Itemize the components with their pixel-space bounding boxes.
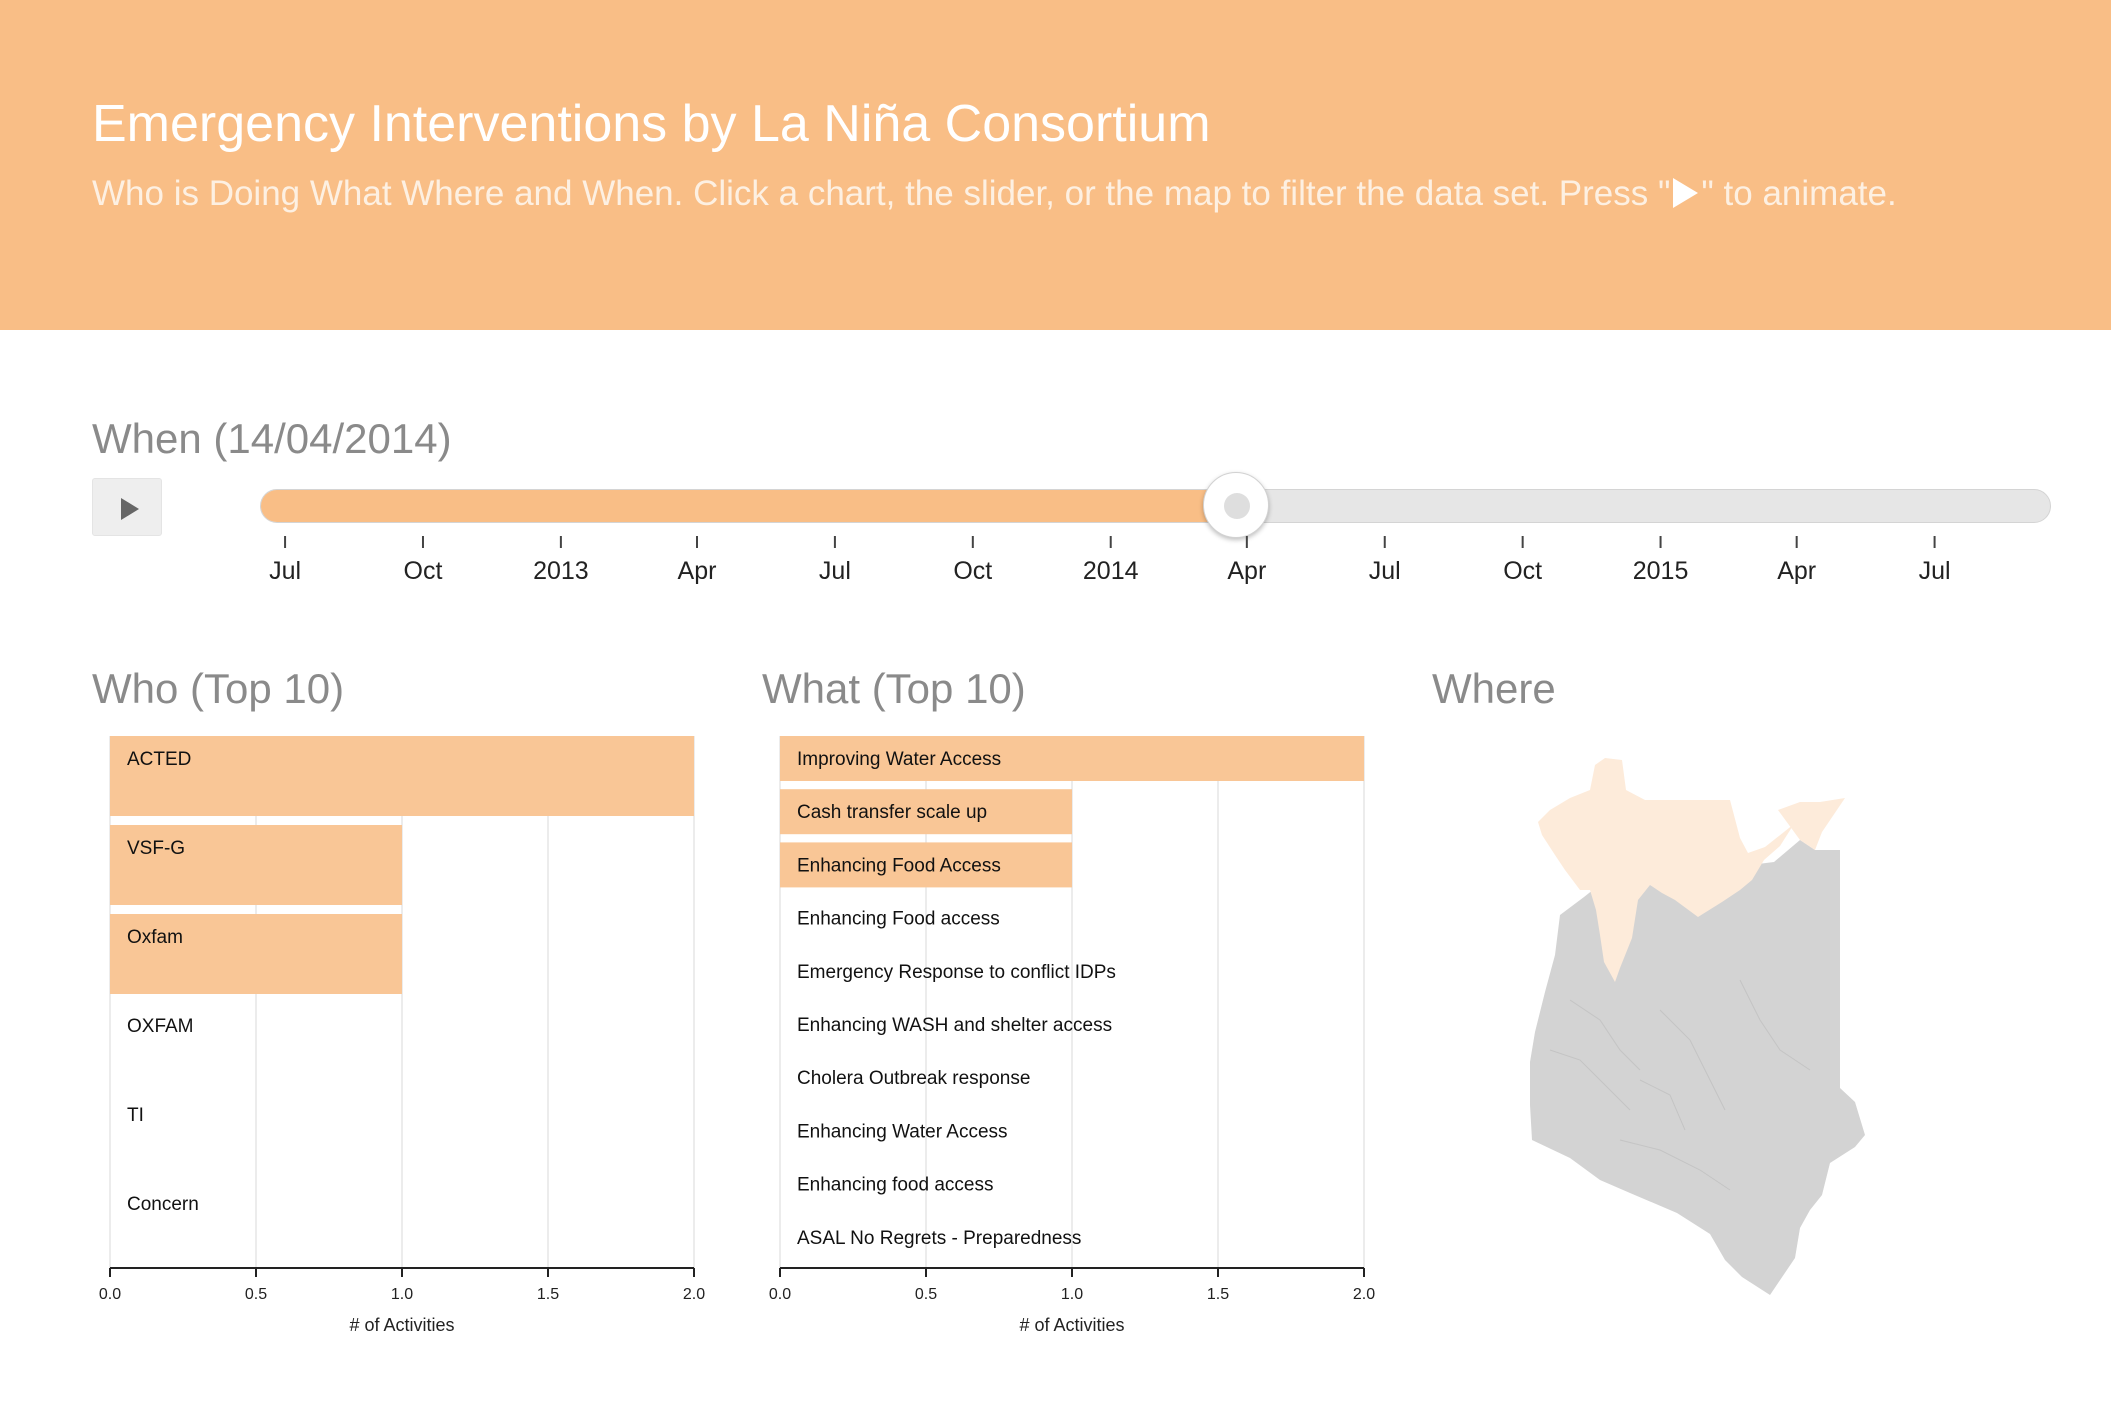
time-tick-label: Jul (819, 557, 851, 585)
what-bar-label: ASAL No Regrets - Preparedness (797, 1228, 1081, 1249)
map-county-borders (1549, 979, 1811, 1191)
who-bar-empty[interactable] (110, 1003, 694, 1083)
play-icon (1673, 178, 1699, 208)
who-x-tick-label: 1.0 (391, 1286, 413, 1303)
who-gridlines (109, 736, 695, 1268)
who-bar[interactable] (110, 914, 402, 994)
who-bar[interactable] (110, 825, 402, 905)
time-slider-handle[interactable] (1203, 472, 1270, 538)
what-bar-label: Enhancing WASH and shelter access (797, 1015, 1112, 1036)
what-chart: Improving Water Access Cash transfer scal… (769, 736, 1375, 1335)
what-bar-label: Cash transfer scale up (797, 802, 987, 823)
time-tick-label: Oct (1503, 557, 1542, 585)
time-slider-track[interactable] (260, 489, 2051, 523)
who-x-axis-label: # of Activities (349, 1315, 454, 1335)
time-slider-fill (261, 490, 1236, 522)
what-bar-label: Improving Water Access (797, 749, 1001, 770)
what-bar-label: Enhancing Food access (797, 909, 1000, 930)
who-bar-label: TI (127, 1105, 144, 1126)
time-tick-label: Jul (1369, 557, 1401, 585)
who-x-tick-label: 0.0 (99, 1286, 121, 1303)
who-bar-empty[interactable] (110, 1092, 694, 1172)
what-x-tick-label: 1.5 (1207, 1286, 1229, 1303)
who-title: Who (Top 10) (92, 665, 345, 712)
subtitle-text-after: " to animate. (1701, 174, 1897, 213)
subtitle-text-before: Who is Doing What Where and When. Click … (92, 174, 1671, 213)
page-subtitle: Who is Doing What Where and When. Click … (92, 174, 1897, 214)
who-x-tick-label: 0.5 (245, 1286, 267, 1303)
who-x-tick-label: 2.0 (683, 1286, 705, 1303)
what-x-axis-label: # of Activities (1019, 1315, 1124, 1335)
who-x-tick-label: 1.5 (537, 1286, 559, 1303)
slider-handle-dot (1224, 493, 1251, 519)
page-title: Emergency Interventions by La Niña Conso… (92, 95, 1211, 153)
time-tick-label: Jul (1919, 557, 1951, 585)
who-bar-label: VSF-G (127, 838, 185, 859)
what-x-tick-label: 1.0 (1061, 1286, 1083, 1303)
who-bar-label: Concern (127, 1194, 199, 1215)
who-bar-label: ACTED (127, 749, 191, 770)
where-title: Where (1432, 665, 1556, 712)
time-tick-label: 2014 (1083, 557, 1139, 585)
who-bar-label: OXFAM (127, 1016, 194, 1037)
map-region-turkana[interactable] (1538, 758, 1794, 982)
header-banner: Emergency Interventions by La Niña Conso… (0, 0, 2111, 330)
what-bar[interactable] (780, 736, 1364, 781)
what-title: What (Top 10) (762, 665, 1026, 712)
time-tick-label: Apr (1227, 557, 1266, 585)
who-bar[interactable] (110, 736, 694, 816)
what-bar-label: Enhancing food access (797, 1175, 993, 1196)
play-icon (121, 498, 139, 520)
what-bar-label: Enhancing Food Access (797, 855, 1001, 876)
what-x-tick-label: 2.0 (1353, 1286, 1375, 1303)
what-bar[interactable] (780, 842, 1072, 888)
what-bar-label: Enhancing Water Access (797, 1121, 1008, 1142)
time-tick-label: 2015 (1633, 557, 1689, 585)
time-tick-label: Oct (404, 557, 443, 585)
what-x-tick-label: 0.0 (769, 1286, 791, 1303)
what-x-tick-label: 0.5 (915, 1286, 937, 1303)
time-tick-label: 2013 (533, 557, 589, 585)
play-button[interactable] (92, 478, 162, 536)
what-bar-label: Emergency Response to conflict IDPs (797, 962, 1116, 983)
where-map[interactable] (1510, 750, 1960, 1310)
time-tick-label: Jul (269, 557, 301, 585)
who-bar-label: Oxfam (127, 927, 183, 948)
what-bar-label: Cholera Outbreak response (797, 1068, 1030, 1089)
who-bar-empty[interactable] (110, 1181, 694, 1261)
when-title: When (14/04/2014) (92, 415, 452, 462)
time-tick-label: Apr (1777, 557, 1816, 585)
time-tick-label: Apr (678, 557, 717, 585)
what-bar[interactable] (780, 789, 1072, 835)
map-region-mandera[interactable] (1778, 798, 1845, 850)
time-axis: Jul Oct 2013 Apr Jul Oct 2014 Apr Jul Oct 2015 Apr J… (269, 536, 1951, 585)
who-chart: ACTED VSF-G Oxfam OXFAM TI Concern 0.0 0.5 1.0 1.… (99, 736, 705, 1335)
time-tick-label: Oct (953, 557, 992, 585)
